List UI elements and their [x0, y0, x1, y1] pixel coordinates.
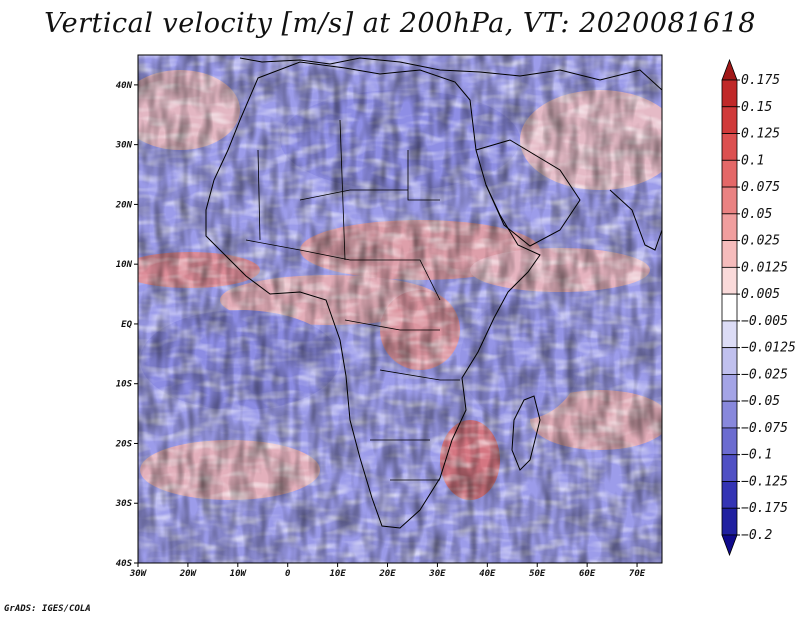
x-tick-label: 50E — [529, 569, 546, 579]
x-tick-label: 10W — [230, 569, 248, 579]
colorbar-arrow-bottom — [721, 534, 738, 557]
colorbar-swatch — [721, 320, 738, 349]
colorbar-label: 0.175 — [741, 73, 780, 88]
colorbar-label: −0.2 — [741, 528, 772, 543]
x-tick-label: 10E — [329, 569, 346, 579]
x-tick-label: 60E — [579, 569, 596, 579]
colorbar-swatch — [721, 159, 738, 188]
y-tick-label: 40S — [116, 559, 133, 569]
colorbar-label: 0.005 — [741, 287, 780, 302]
map-title: Vertical velocity [m/s] at 200hPa, VT: 2… — [44, 8, 756, 39]
y-tick-label: 30N — [115, 141, 133, 151]
colorbar-swatch — [721, 374, 738, 402]
x-tick-label: 30E — [428, 569, 446, 579]
y-tick-label: 40N — [116, 81, 133, 91]
colorbar-swatch — [721, 79, 738, 108]
y-tick-label: EQ — [121, 320, 132, 330]
colorbar-swatch — [721, 266, 738, 295]
africa-coastline — [205, 61, 541, 529]
colorbar-swatch — [721, 481, 738, 509]
colorbar-label: 0.075 — [741, 180, 780, 195]
colorbar-swatch — [721, 240, 738, 268]
y-tick-label: 20N — [115, 200, 133, 210]
colorbar-arrow-top — [721, 58, 738, 81]
map-frame — [137, 54, 663, 564]
y-tick-label: 20S — [115, 439, 133, 449]
colorbar-label: −0.175 — [741, 501, 788, 516]
x-tick-label: 40E — [479, 569, 496, 579]
map-area — [138, 55, 662, 563]
y-tick-label: 10N — [116, 260, 133, 270]
colorbar-label: −0.05 — [741, 394, 780, 409]
colorbar-swatch — [721, 400, 738, 429]
colorbar-label: 0.025 — [741, 234, 780, 249]
colorbar-label: 0.125 — [741, 127, 780, 142]
colorbar-label: −0.125 — [741, 474, 788, 489]
colorbar: 0.175 0.15 0.125 0.1 0.075 0.05 0.025 0.0125 0.0… — [721, 58, 796, 557]
x-axis: 30W 20W 10W 0 10E 20E 30E 40E 50E 60E 70E — [129, 563, 646, 579]
x-tick-label: 70E — [629, 569, 646, 579]
india-coastline — [609, 189, 662, 251]
colorbar-label: 0.15 — [741, 100, 772, 115]
colorbar-label: 0.1 — [741, 153, 764, 168]
europe-coastline — [239, 57, 662, 91]
colorbar-label: −0.075 — [741, 421, 788, 436]
colorbar-swatch — [721, 213, 738, 241]
colorbar-swatch — [721, 133, 738, 161]
x-tick-label: 20W — [179, 569, 198, 579]
colorbar-swatch — [721, 427, 738, 456]
x-tick-label: 20E — [378, 569, 396, 579]
colorbar-label: −0.025 — [741, 367, 788, 382]
colorbar-swatch — [721, 347, 738, 375]
colorbar-swatch — [721, 454, 738, 482]
colorbar-label: −0.0125 — [741, 341, 796, 356]
footer-credit: GrADS: IGES/COLA — [4, 604, 91, 614]
colorbar-label: −0.1 — [741, 448, 772, 463]
colorbar-label: 0.05 — [741, 207, 772, 222]
field-streaks-dark — [138, 55, 662, 563]
colorbar-swatch — [721, 106, 738, 134]
y-axis: 40N 30N 20N 10N EQ 10S 20S 30S 40S — [115, 81, 138, 569]
arabia-coastline — [475, 139, 581, 247]
y-tick-label: 10S — [116, 380, 133, 390]
colorbar-swatch — [721, 186, 738, 215]
madagascar-coastline — [511, 395, 541, 471]
x-tick-label: 0 — [285, 569, 291, 579]
y-tick-label: 30S — [115, 499, 133, 509]
colorbar-label: −0.005 — [741, 314, 788, 329]
x-tick-label: 30W — [129, 569, 148, 579]
colorbar-swatch — [721, 507, 738, 536]
colorbar-label: 0.0125 — [741, 260, 788, 275]
colorbar-swatch — [721, 293, 738, 322]
country-borders — [245, 119, 460, 481]
